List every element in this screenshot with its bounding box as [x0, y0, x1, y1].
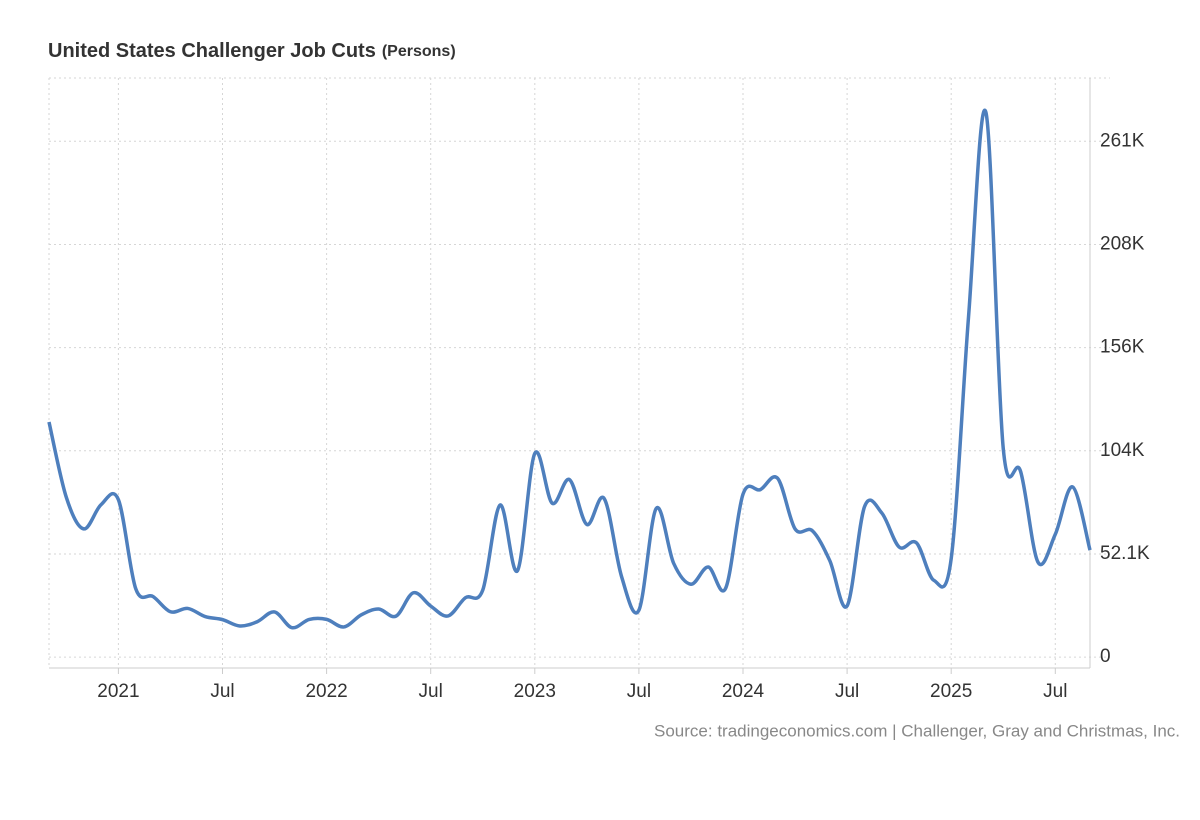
x-tick-label: Jul [627, 681, 651, 702]
y-tick-label: 104K [1100, 440, 1145, 461]
unit: (Persons) [382, 43, 456, 60]
x-tick-label: 2025 [930, 681, 972, 702]
x-tick-label: 2023 [514, 681, 556, 702]
title: United States Challenger Job Cuts [48, 40, 376, 62]
y-tick-label: 156K [1100, 337, 1145, 358]
source: Source: tradingeconomics.com | Challenge… [654, 721, 1180, 740]
y-tick-label: 52.1K [1100, 543, 1150, 564]
y-tick-label: 0 [1100, 646, 1111, 667]
x-tick-label: Jul [419, 681, 443, 702]
x-tick-label: 2022 [305, 681, 347, 702]
y-tick-label: 208K [1100, 233, 1145, 254]
chart-title: United States Challenger Job Cuts (Person… [48, 40, 456, 62]
x-tick-label: 2021 [97, 681, 139, 702]
line-series [47, 108, 1092, 630]
x-tick-label: Jul [1043, 681, 1067, 702]
x-tick-label: 2024 [722, 681, 765, 702]
x-tick-label: Jul [210, 681, 234, 702]
x-tick-label: Jul [835, 681, 859, 702]
y-tick-label: 261K [1100, 130, 1145, 151]
